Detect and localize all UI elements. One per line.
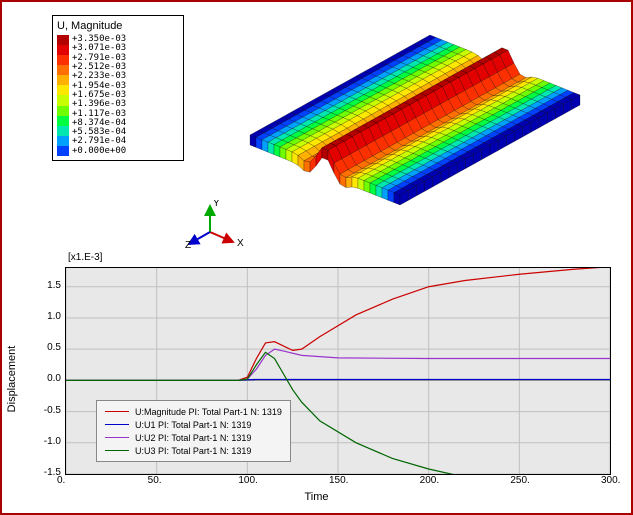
- triad-y-label: Y: [213, 200, 220, 209]
- viewport-3d: U, Magnitude +3.350e-03+3.071e-03+2.791e…: [10, 10, 623, 245]
- legend-tick: +3.071e-03: [72, 44, 126, 53]
- chart-ytick-label: 1.5: [37, 280, 61, 291]
- chart-xtick-label: 150.: [329, 475, 348, 486]
- chart-ytick-label: -1.5: [37, 467, 61, 478]
- chart-legend-label: U:U1 PI: Total Part-1 N: 1319: [135, 420, 251, 430]
- legend-title: U, Magnitude: [57, 20, 179, 32]
- legend-swatch: [57, 65, 69, 75]
- chart-ytick-label: -0.5: [37, 405, 61, 416]
- chart-legend-swatch: [105, 450, 129, 451]
- legend-colorbar: [57, 35, 69, 156]
- chart-ytick-label: 0.5: [37, 342, 61, 353]
- xy-chart: [x1.E-3] Displacement Time U:Magnitude P…: [10, 252, 623, 505]
- chart-xtick-label: 50.: [148, 475, 162, 486]
- chart-ytick-label: -1.0: [37, 436, 61, 447]
- coordinate-triad: X Y Z: [185, 200, 245, 250]
- chart-legend-row: U:U3 PI: Total Part-1 N: 1319: [105, 444, 282, 457]
- legend-swatch: [57, 106, 69, 116]
- chart-xtick-label: 100.: [238, 475, 257, 486]
- chart-legend-label: U:U2 PI: Total Part-1 N: 1319: [135, 433, 251, 443]
- legend-labels: +3.350e-03+3.071e-03+2.791e-03+2.512e-03…: [69, 35, 126, 156]
- chart-legend-label: U:U3 PI: Total Part-1 N: 1319: [135, 446, 251, 456]
- legend-tick: +0.000e+00: [72, 147, 126, 156]
- chart-legend-row: U:Magnitude PI: Total Part-1 N: 1319: [105, 405, 282, 418]
- chart-exponent: [x1.E-3]: [68, 252, 102, 263]
- legend-swatch: [57, 126, 69, 136]
- fea-mesh: [240, 25, 590, 205]
- triad-x-label: X: [237, 238, 244, 249]
- legend-swatch: [57, 85, 69, 95]
- legend-swatch: [57, 136, 69, 146]
- chart-ylabel: Displacement: [6, 345, 18, 412]
- chart-ytick-label: 0.0: [37, 373, 61, 384]
- contour-legend: U, Magnitude +3.350e-03+3.071e-03+2.791e…: [52, 15, 184, 161]
- chart-legend-box: U:Magnitude PI: Total Part-1 N: 1319 U:U1…: [96, 400, 291, 462]
- chart-legend-row: U:U1 PI: Total Part-1 N: 1319: [105, 418, 282, 431]
- chart-xtick-label: 200.: [420, 475, 439, 486]
- legend-tick: +2.233e-03: [72, 72, 126, 81]
- legend-swatch: [57, 146, 69, 156]
- chart-legend-row: U:U2 PI: Total Part-1 N: 1319: [105, 431, 282, 444]
- legend-swatch: [57, 55, 69, 65]
- chart-xlabel: Time: [304, 491, 328, 503]
- legend-swatch: [57, 75, 69, 85]
- chart-legend-swatch: [105, 411, 129, 412]
- chart-legend-swatch: [105, 437, 129, 438]
- chart-plot-area: U:Magnitude PI: Total Part-1 N: 1319 U:U1…: [65, 267, 611, 475]
- legend-swatch: [57, 116, 69, 126]
- chart-legend-swatch: [105, 424, 129, 425]
- triad-z-label: Z: [185, 240, 191, 250]
- legend-swatch: [57, 95, 69, 105]
- chart-xtick-label: 300.: [601, 475, 620, 486]
- legend-swatch: [57, 45, 69, 55]
- chart-ytick-label: 1.0: [37, 311, 61, 322]
- legend-swatch: [57, 35, 69, 45]
- chart-xtick-label: 250.: [510, 475, 529, 486]
- chart-legend-label: U:Magnitude PI: Total Part-1 N: 1319: [135, 407, 282, 417]
- legend-scale: +3.350e-03+3.071e-03+2.791e-03+2.512e-03…: [57, 35, 179, 156]
- legend-tick: +1.396e-03: [72, 100, 126, 109]
